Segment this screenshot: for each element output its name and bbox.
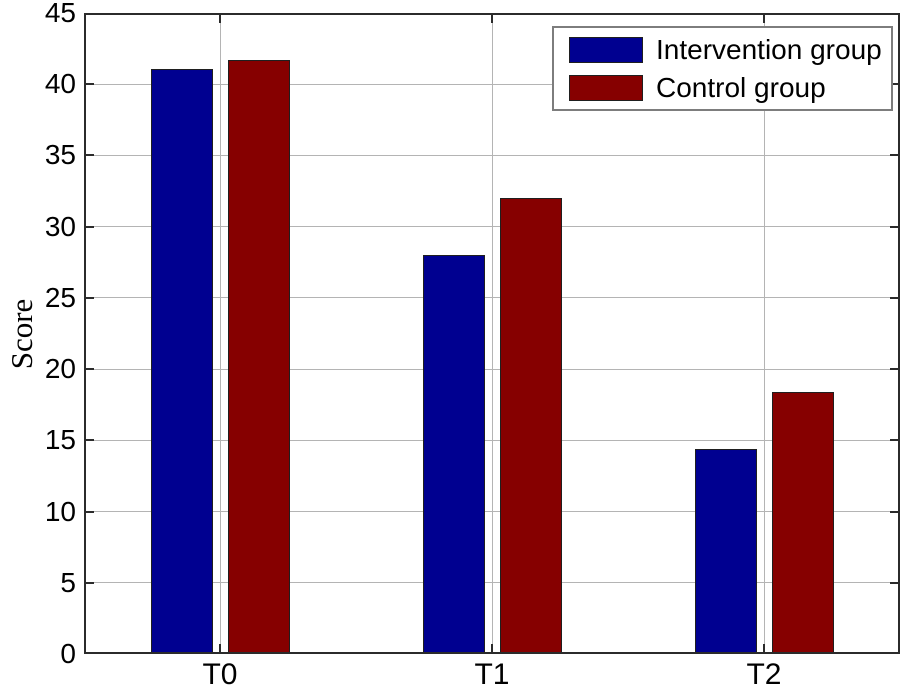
y-tick-label-35: 35 — [44, 139, 76, 171]
bar-t2-control-group — [771, 391, 834, 654]
y-tick-label-15: 15 — [44, 424, 76, 456]
legend-item-control-group: Control group — [569, 71, 891, 103]
legend: Intervention group Control group — [552, 26, 893, 111]
x-tick-label-t2: T2 — [746, 658, 782, 691]
x-tick-label-t0: T0 — [202, 658, 238, 691]
y-tick-label-25: 25 — [44, 281, 76, 313]
legend-label-control-group: Control group — [656, 71, 826, 103]
y-tick-label-45: 45 — [44, 0, 76, 28]
bar-t1-control-group — [499, 198, 562, 654]
x-tick-label-t1: T1 — [474, 658, 510, 691]
legend-item-intervention-group: Intervention group — [569, 33, 891, 65]
y-tick-label-40: 40 — [44, 68, 76, 100]
bar-t2-intervention-group — [694, 448, 757, 654]
y-tick-label-5: 5 — [60, 566, 76, 598]
bar-t1-intervention-group — [422, 255, 485, 654]
legend-swatch-control-group — [569, 74, 643, 101]
plot-area — [84, 12, 900, 654]
bar-t0-control-group — [227, 60, 290, 654]
v-gridline-t1 — [491, 13, 493, 654]
y-tick-label-30: 30 — [44, 210, 76, 242]
y-tick-label-0: 0 — [60, 638, 76, 669]
bar-t0-intervention-group — [150, 68, 213, 654]
y-tick-label-20: 20 — [44, 353, 76, 385]
legend-label-intervention-group: Intervention group — [656, 33, 882, 65]
v-gridline-t2 — [763, 13, 765, 654]
v-gridline-t0 — [219, 13, 221, 654]
legend-swatch-intervention-group — [569, 36, 643, 63]
y-tick-label-10: 10 — [44, 495, 76, 527]
